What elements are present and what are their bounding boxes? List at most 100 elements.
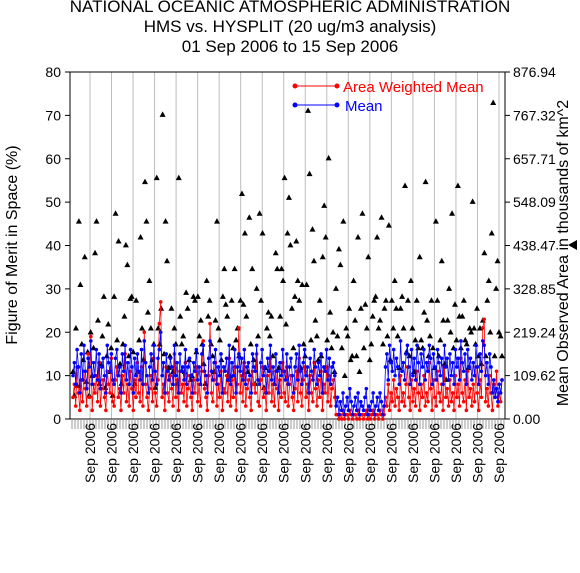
area-point (231, 265, 238, 272)
area-weighted-mean-point (71, 395, 75, 400)
area-weighted-mean-point (73, 404, 78, 408)
area-point (394, 332, 401, 339)
mean-point (287, 365, 292, 369)
mean-point (306, 391, 311, 395)
mean-point (167, 378, 171, 382)
area-point (247, 340, 254, 347)
area-point (379, 340, 386, 347)
area-weighted-mean-point (452, 408, 456, 413)
area-weighted-mean-point (445, 386, 449, 391)
mean-point (385, 352, 389, 356)
area-weighted-mean-point (269, 399, 274, 404)
y-left-tick-label: 20 (45, 324, 61, 340)
mean-point (298, 369, 303, 374)
mean-point (339, 408, 344, 413)
mean-point (145, 373, 149, 378)
mean-point (154, 382, 159, 387)
y-left-tick-label: 30 (45, 281, 61, 297)
mean-point (433, 365, 437, 369)
area-point (490, 99, 497, 105)
mean-point (448, 352, 452, 356)
legend-marker-area-weighted-mean-right (334, 83, 340, 89)
mean-point (142, 339, 147, 343)
mean-point (128, 347, 133, 352)
mean-point (326, 378, 330, 382)
mean-point (86, 356, 90, 361)
area-point (299, 281, 306, 287)
area-weighted-mean-point (245, 386, 249, 391)
area-point (382, 297, 389, 303)
area-point (487, 328, 494, 335)
mean-point (215, 382, 219, 387)
area-point (335, 245, 342, 252)
mean-point (226, 378, 230, 382)
area-point (462, 336, 469, 343)
mean-point (290, 373, 295, 378)
area-weighted-mean-point (446, 404, 451, 408)
area-point (81, 253, 88, 260)
mean-point (230, 360, 234, 365)
area-weighted-mean-point (204, 395, 208, 400)
area-weighted-mean-point (150, 399, 155, 404)
y-right-tick-label: 767.32 (513, 107, 556, 123)
mean-point (412, 356, 417, 361)
mean-point (349, 399, 354, 404)
legend-label-mean: Mean (345, 98, 383, 115)
x-tick-label: Sep 2006 (405, 423, 421, 483)
area-point (99, 332, 106, 339)
mean-point (116, 373, 121, 378)
area-point (146, 277, 153, 284)
area-point (369, 313, 376, 319)
area-point (197, 317, 204, 323)
area-point (491, 352, 498, 359)
mean-point (378, 391, 382, 395)
mean-point (190, 391, 195, 395)
y-right-tick-label: 328.85 (513, 281, 556, 297)
mean-point (360, 404, 364, 408)
area-point (222, 301, 229, 307)
mean-point (331, 360, 336, 365)
area-point (360, 344, 367, 351)
area-point (481, 249, 488, 256)
mean-point (198, 382, 203, 387)
area-weighted-mean-point (416, 391, 421, 395)
mean-point (427, 343, 432, 348)
mean-point (213, 347, 218, 352)
mean-point (293, 365, 297, 369)
area-point (130, 348, 137, 355)
mean-point (150, 378, 155, 382)
area-point (363, 324, 370, 331)
area-weighted-mean-point (241, 399, 245, 404)
area-weighted-mean-point (145, 395, 149, 400)
mean-point (411, 373, 415, 378)
area-point (294, 277, 301, 284)
area-point (488, 230, 495, 236)
mean-point (445, 356, 449, 361)
mean-point (470, 378, 474, 382)
mean-point (157, 347, 162, 352)
area-weighted-mean-point (160, 395, 164, 400)
mean-point (241, 378, 245, 382)
mean-point (343, 404, 348, 408)
area-weighted-mean-point (464, 408, 469, 413)
area-weighted-mean-point (363, 412, 367, 417)
area-point (327, 309, 334, 315)
area-weighted-mean-point (413, 404, 418, 408)
area-point (308, 336, 315, 343)
y-right-tick-label: 876.94 (513, 64, 556, 80)
area-weighted-mean-point (482, 317, 486, 322)
area-weighted-mean-point (116, 395, 121, 400)
area-point (291, 293, 298, 299)
mean-point (153, 369, 158, 374)
area-point (362, 301, 369, 307)
area-point (371, 297, 378, 303)
mean-point (401, 360, 406, 365)
legend-marker-mean-right (334, 102, 340, 108)
mean-point (330, 365, 334, 369)
legend-marker-mean-left (292, 102, 298, 108)
area-weighted-mean-point (417, 408, 422, 413)
mean-point (375, 395, 380, 400)
area-weighted-mean-point (124, 399, 129, 404)
area-weighted-mean-point (173, 395, 178, 400)
